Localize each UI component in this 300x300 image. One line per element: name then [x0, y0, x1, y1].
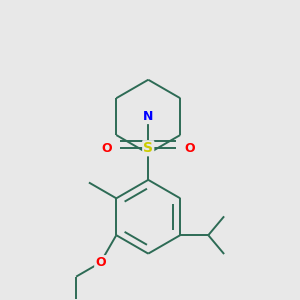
Text: O: O	[95, 256, 106, 269]
Text: N: N	[143, 110, 153, 123]
Text: S: S	[143, 141, 153, 155]
Text: O: O	[184, 142, 195, 155]
Text: O: O	[101, 142, 112, 155]
